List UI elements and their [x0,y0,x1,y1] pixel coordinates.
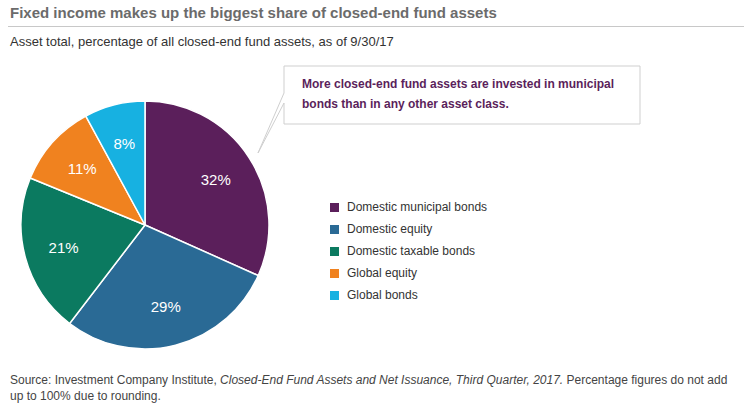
svg-text:32%: 32% [201,171,231,188]
html-text:Global equity: Global equity [347,266,417,280]
svg-text:29%: 29% [151,298,181,315]
html-text:Global bonds: Global bonds [347,288,418,302]
svg-text:21%: 21% [49,239,79,256]
html-text:Fixed income makes up the bigg: Fixed income makes up the biggest share … [10,4,497,21]
html-text:Domestic taxable bonds: Domestic taxable bonds [347,244,476,258]
html-text:Domestic municipal bonds: Domestic municipal bonds [347,200,488,214]
html-text:Domestic equity: Domestic equity [347,222,433,236]
html-text:Asset total, percentage of all: Asset total, percentage of all closed-en… [10,34,394,49]
html-text:Source: Investment Company Ins: Source: Investment Company Institute, Cl… [10,373,728,403]
svg-text:11%: 11% [68,160,97,177]
html-text:More closed-end fund assets ar: More closed-end fund assets are invested… [302,77,615,111]
svg-text:8%: 8% [113,135,135,152]
